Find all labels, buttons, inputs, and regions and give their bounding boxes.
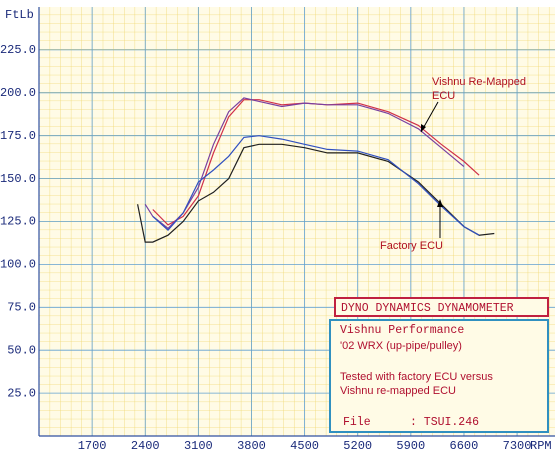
info-line: Vishnu re-mapped ECU <box>340 385 456 397</box>
y-tick-label: 125.0 <box>0 215 36 229</box>
arrowhead <box>421 124 426 132</box>
x-tick-label: 4500 <box>290 439 319 453</box>
y-tick-label: 200.0 <box>0 86 36 100</box>
header-box <box>334 297 549 317</box>
x-tick-label: 1700 <box>78 439 107 453</box>
data-line <box>152 99 480 226</box>
y-tick-label: 100.0 <box>0 258 36 272</box>
y-axis-label: FtLb <box>5 8 34 22</box>
y-tick-label: 75.0 <box>7 300 36 314</box>
y-tick-label: 175.0 <box>0 129 36 143</box>
x-axis-label: RPM <box>530 439 552 453</box>
x-tick-label: 5200 <box>343 439 372 453</box>
x-tick-label: 3800 <box>237 439 266 453</box>
x-tick-label: 2400 <box>131 439 160 453</box>
x-tick-label: 5900 <box>396 439 425 453</box>
arrowhead <box>437 199 443 207</box>
data-line <box>137 143 495 243</box>
y-tick-label: 225.0 <box>0 43 36 57</box>
info-file-label: File <box>343 416 371 429</box>
info-line: Vishnu Performance <box>340 324 464 337</box>
annotation: Vishnu Re-Mapped <box>432 76 526 88</box>
x-tick-label: 6600 <box>450 439 479 453</box>
info-line: '02 WRX (up-pipe/pulley) <box>340 340 462 352</box>
info-box <box>329 319 549 433</box>
data-line <box>152 135 480 236</box>
info-file-value: : TSUI.246 <box>410 416 479 429</box>
info-line: Tested with factory ECU versus <box>340 371 493 383</box>
annotation: Factory ECU <box>380 240 443 252</box>
y-tick-label: 50.0 <box>7 343 36 357</box>
y-tick-label: 150.0 <box>0 172 36 186</box>
y-tick-label: 25.0 <box>7 386 36 400</box>
info-header: DYNO DYNAMICS DYNAMOMETER <box>341 302 514 315</box>
x-tick-label: 3100 <box>184 439 213 453</box>
x-tick-label: 7300 <box>503 439 532 453</box>
annotation: ECU <box>432 90 455 102</box>
